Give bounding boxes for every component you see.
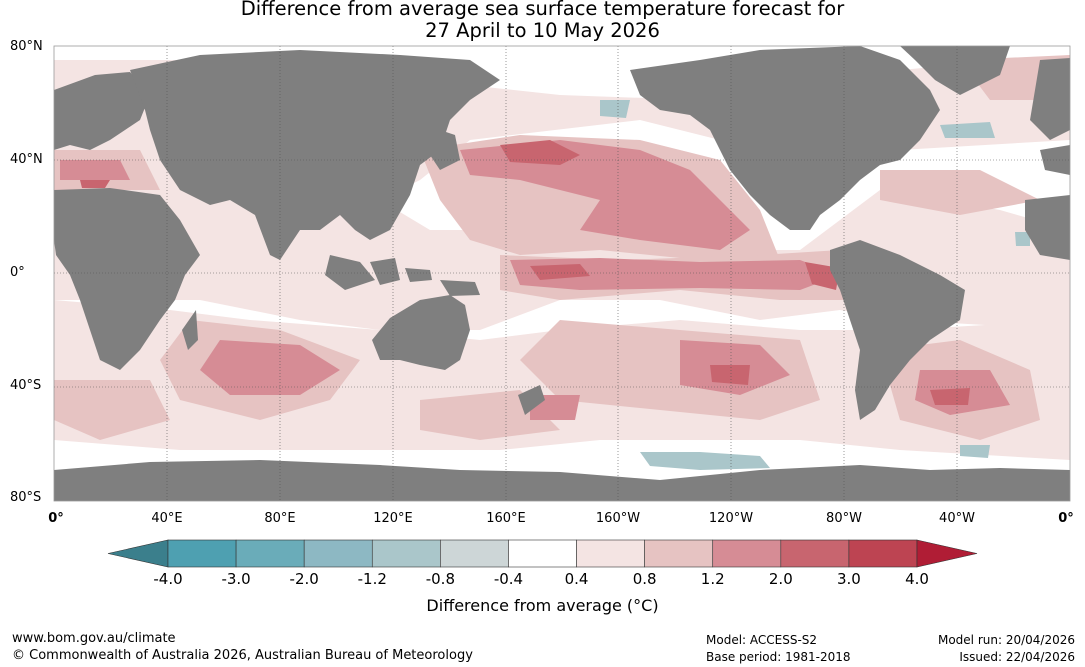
land <box>54 46 1070 501</box>
colorbar-segment <box>440 539 509 568</box>
colorbar-segment <box>712 539 782 568</box>
colorbar-tick-label: 1.2 <box>700 570 725 588</box>
colorbar-segment <box>235 539 305 568</box>
colorbar-tick-label: -3.0 <box>221 570 251 588</box>
anomaly-red <box>80 140 970 405</box>
colorbar-segment <box>644 539 714 568</box>
colorbar-segment <box>780 539 850 568</box>
lon-label-40w: 40°W <box>939 511 975 526</box>
colorbar-extend-high <box>916 539 978 568</box>
colorbar-segment <box>508 539 577 568</box>
footer-website[interactable]: www.bom.gov.au/climate <box>12 631 176 646</box>
colorbar-segment <box>167 539 237 568</box>
footer-issued: Issued: 22/04/2026 <box>959 650 1075 664</box>
colorbar-tick-label: 3.0 <box>836 570 861 588</box>
colorbar-segment <box>371 539 441 568</box>
colorbar-segment <box>576 539 645 568</box>
colorbar-tick-label: 4.0 <box>905 570 929 588</box>
lat-label-40n: 40°N <box>10 152 43 167</box>
footer-base-period: Base period: 1981-2018 <box>706 650 851 664</box>
lon-label-0-left: 0° <box>48 511 64 526</box>
lon-label-80e: 80°E <box>264 511 296 526</box>
colorbar-label: Difference from average (°C) <box>426 596 659 615</box>
colorbar-extend-low <box>107 539 169 568</box>
lon-label-160w: 160°W <box>595 511 641 526</box>
lon-label-0-right: 0° <box>1058 511 1074 526</box>
colorbar-tick-label: 0.8 <box>632 570 657 588</box>
colorbar-segment <box>303 539 373 568</box>
colorbar-tick-label: 0.4 <box>564 570 589 588</box>
colorbar-tick-label: -1.2 <box>357 570 387 588</box>
lon-label-40e: 40°E <box>151 511 183 526</box>
anomaly-dark-pink <box>60 140 1010 420</box>
map-title-line2: 27 April to 10 May 2026 <box>425 19 660 42</box>
lat-label-80s: 80°S <box>10 490 42 505</box>
map-title: Difference from average sea surface temp… <box>0 0 1085 42</box>
lon-label-80w: 80°W <box>826 511 862 526</box>
map-frame <box>53 45 1071 502</box>
colorbar-tick-label: 2.0 <box>768 570 793 588</box>
lon-label-160e: 160°E <box>486 511 526 526</box>
colorbar-tick-label: -4.0 <box>153 570 183 588</box>
colorbar-tick-label: -0.8 <box>425 570 455 588</box>
lat-label-80n: 80°N <box>10 39 43 54</box>
lon-label-120e: 120°E <box>373 511 413 526</box>
graticule <box>54 46 1070 501</box>
footer-model-run: Model run: 20/04/2026 <box>937 633 1075 647</box>
map-title-line1: Difference from average sea surface temp… <box>240 0 845 20</box>
lat-label-0: 0° <box>10 265 25 280</box>
footer-copyright: © Commonwealth of Australia 2026, Austra… <box>12 648 473 663</box>
lon-label-120w: 120°W <box>708 511 754 526</box>
anomaly-cool <box>600 100 1030 470</box>
footer-model: Model: ACCESS-S2 <box>706 633 818 647</box>
colorbar-segment <box>848 539 918 568</box>
colorbar-tick-label: -0.4 <box>493 570 524 588</box>
colorbar-tick-label: -2.0 <box>289 570 319 588</box>
lat-label-40s: 40°S <box>10 378 42 393</box>
